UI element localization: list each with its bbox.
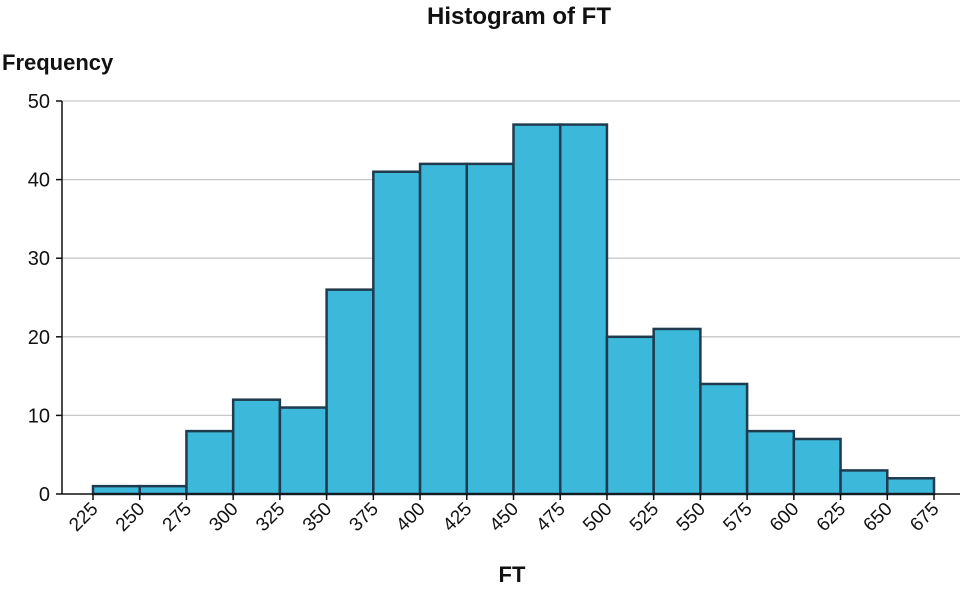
- x-tick-label: 600: [766, 499, 803, 536]
- x-tick-label: 250: [112, 499, 149, 536]
- x-tick-label: 625: [813, 499, 850, 536]
- x-tick-labels: 225 250 275 300 325 350 375 400 425 450 475 500 525 5…: [65, 499, 943, 536]
- axes: [56, 100, 960, 500]
- y-tick-label: 40: [28, 170, 50, 192]
- x-tick-label: 550: [673, 499, 710, 536]
- x-tick-label: 375: [346, 499, 383, 536]
- histogram-bar: [372, 170, 422, 496]
- histogram-bar: [605, 335, 655, 496]
- histogram-bar: [325, 288, 375, 496]
- histogram-bar: [886, 477, 936, 496]
- x-tick-label: 325: [252, 499, 289, 536]
- histogram-bar: [745, 429, 796, 496]
- histogram-bar: [91, 484, 141, 496]
- y-tick-label: 20: [28, 327, 50, 349]
- x-tick-label: 475: [532, 499, 569, 536]
- histogram-bar: [792, 437, 842, 496]
- histogram-bar: [512, 123, 562, 496]
- x-tick-label: 675: [906, 499, 943, 536]
- x-tick-label: 300: [205, 499, 242, 536]
- histogram-bar: [418, 162, 469, 496]
- x-tick-label: 500: [579, 499, 616, 536]
- x-tick-label: 525: [626, 499, 663, 536]
- y-tick-label: 50: [28, 91, 50, 113]
- histogram-bar: [558, 123, 609, 496]
- histogram-bar: [185, 429, 235, 496]
- y-tick-label: 10: [28, 405, 50, 427]
- x-tick-label: 650: [860, 499, 897, 536]
- histogram-bar: [839, 469, 889, 496]
- histogram-bar: [231, 398, 282, 496]
- x-tick-label: 450: [486, 499, 523, 536]
- y-tick-labels: 0 10 20 30 40 50: [28, 91, 50, 506]
- y-tick-label: 30: [28, 248, 50, 270]
- x-tick-label: 425: [439, 499, 476, 536]
- x-tick-label: 225: [65, 499, 102, 536]
- histogram-bar: [278, 406, 328, 496]
- bars: [91, 123, 936, 496]
- histogram-bar: [138, 484, 188, 496]
- x-tick-label: 575: [719, 499, 756, 536]
- histogram-bar: [465, 162, 515, 496]
- y-tick-label: 0: [39, 484, 50, 506]
- x-tick-label: 400: [392, 499, 429, 536]
- x-tick-label: 350: [299, 499, 336, 536]
- x-tick-label: 275: [159, 499, 196, 536]
- histogram-bar: [699, 382, 749, 496]
- chart-title: Histogram of FT: [427, 3, 611, 30]
- histogram-bar: [652, 327, 702, 496]
- y-axis-label: Frequency: [2, 50, 114, 75]
- x-axis-label: FT: [499, 562, 526, 587]
